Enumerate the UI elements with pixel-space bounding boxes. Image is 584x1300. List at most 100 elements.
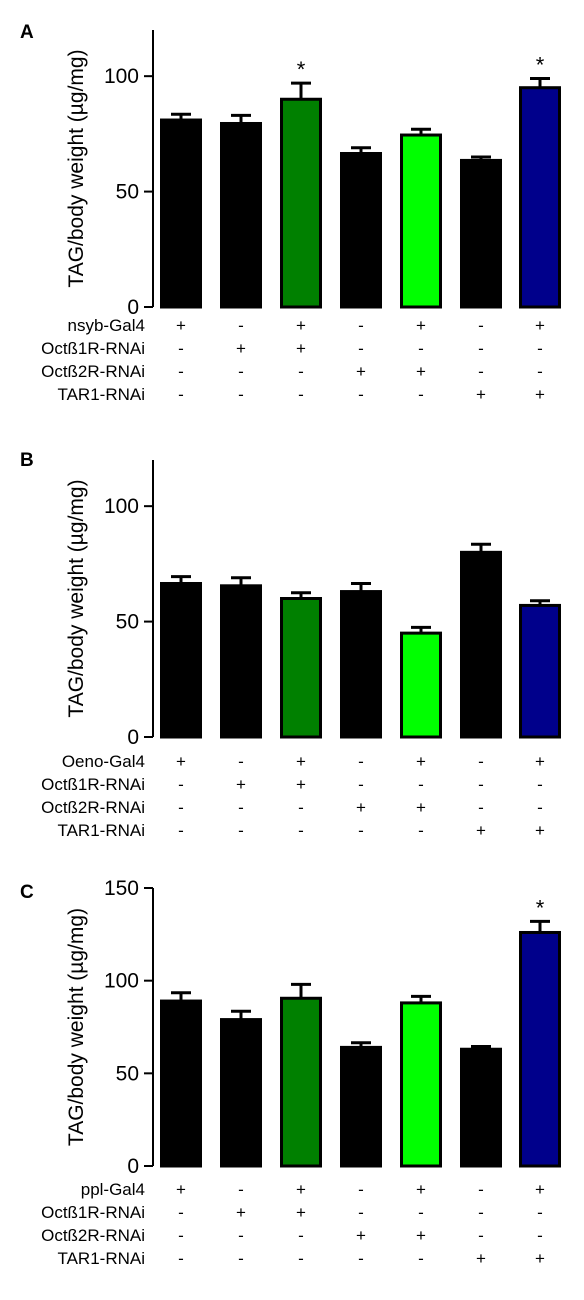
genotype-sign: - xyxy=(238,821,244,840)
genotype-sign: + xyxy=(535,316,545,335)
genotype-sign: + xyxy=(416,752,426,771)
genotype-sign: - xyxy=(238,362,244,381)
genotype-sign: - xyxy=(537,775,543,794)
y-axis-label: TAG/body weight (µg/mg) xyxy=(65,908,88,1146)
genotype-sign: - xyxy=(537,1226,543,1245)
genotype-sign: + xyxy=(296,1203,306,1222)
genotype-sign: - xyxy=(298,798,304,817)
genotype-sign: + xyxy=(476,385,486,404)
genotype-row-label: TAR1-RNAi xyxy=(57,385,145,404)
genotype-sign: - xyxy=(478,1203,484,1222)
genotype-row-label: Octß2R-RNAi xyxy=(41,362,145,381)
genotype-row-label: Octß1R-RNAi xyxy=(41,339,145,358)
bar xyxy=(519,86,561,309)
genotype-row-label: ppl-Gal4 xyxy=(81,1180,145,1199)
y-axis-label: TAG/body weight (µg/mg) xyxy=(65,479,88,717)
bar xyxy=(220,584,262,739)
bar xyxy=(220,1018,262,1168)
bar xyxy=(340,1045,382,1168)
genotype-sign: + xyxy=(416,1180,426,1199)
genotype-sign: + xyxy=(236,1203,246,1222)
genotype-row-label: TAR1-RNAi xyxy=(57,1249,145,1268)
genotype-sign: + xyxy=(535,821,545,840)
genotype-sign: - xyxy=(178,798,184,817)
genotype-row-label: Octß2R-RNAi xyxy=(41,1226,145,1245)
genotype-sign: - xyxy=(418,1249,424,1268)
genotype-sign: - xyxy=(298,362,304,381)
bar xyxy=(400,631,442,739)
genotype-sign: + xyxy=(176,1180,186,1199)
panel-letter: B xyxy=(20,450,34,471)
bar xyxy=(460,550,502,739)
bar xyxy=(340,590,382,739)
genotype-sign: - xyxy=(298,821,304,840)
bar xyxy=(460,158,502,309)
genotype-sign: - xyxy=(298,385,304,404)
genotype-sign: - xyxy=(178,1249,184,1268)
genotype-sign: - xyxy=(478,752,484,771)
genotype-sign: - xyxy=(358,1249,364,1268)
genotype-sign: - xyxy=(537,798,543,817)
genotype-sign: - xyxy=(537,339,543,358)
genotype-sign: + xyxy=(535,1249,545,1268)
bar xyxy=(519,603,561,739)
genotype-sign: - xyxy=(238,752,244,771)
genotype-sign: - xyxy=(478,316,484,335)
genotype-sign: - xyxy=(178,1203,184,1222)
bar xyxy=(160,118,202,309)
genotype-sign: - xyxy=(238,1226,244,1245)
genotype-sign: + xyxy=(535,1180,545,1199)
y-tick-label: 100 xyxy=(104,970,139,993)
genotype-sign: + xyxy=(296,775,306,794)
genotype-sign: + xyxy=(356,798,366,817)
genotype-sign: - xyxy=(358,339,364,358)
genotype-sign: + xyxy=(296,1180,306,1199)
significance-marker: * xyxy=(536,895,545,920)
bar xyxy=(400,133,442,309)
genotype-sign: - xyxy=(178,775,184,794)
panel-letter: A xyxy=(20,22,34,43)
y-tick-label: 150 xyxy=(104,877,139,900)
bar xyxy=(340,151,382,309)
genotype-sign: + xyxy=(535,752,545,771)
genotype-sign: - xyxy=(478,1180,484,1199)
genotype-sign: - xyxy=(537,362,543,381)
genotype-sign: - xyxy=(478,339,484,358)
genotype-sign: + xyxy=(356,1226,366,1245)
y-tick-label: 50 xyxy=(116,181,139,204)
genotype-sign: + xyxy=(176,752,186,771)
genotype-row-label: nsyb-Gal4 xyxy=(68,316,145,335)
genotype-sign: - xyxy=(178,821,184,840)
genotype-sign: - xyxy=(238,798,244,817)
genotype-sign: + xyxy=(176,316,186,335)
bar xyxy=(280,97,322,309)
genotype-sign: + xyxy=(476,821,486,840)
genotype-row-label: Octß1R-RNAi xyxy=(41,775,145,794)
genotype-sign: - xyxy=(178,1226,184,1245)
genotype-sign: + xyxy=(416,362,426,381)
genotype-sign: - xyxy=(238,385,244,404)
bar xyxy=(280,597,322,739)
genotype-sign: + xyxy=(296,339,306,358)
genotype-sign: - xyxy=(178,339,184,358)
genotype-sign: - xyxy=(537,1203,543,1222)
significance-marker: * xyxy=(297,57,306,82)
genotype-sign: - xyxy=(178,385,184,404)
genotype-sign: - xyxy=(358,316,364,335)
genotype-sign: + xyxy=(356,362,366,381)
genotype-sign: - xyxy=(298,1226,304,1245)
genotype-sign: - xyxy=(238,1180,244,1199)
genotype-sign: - xyxy=(478,1226,484,1245)
genotype-row-label: Octß2R-RNAi xyxy=(41,798,145,817)
genotype-sign: - xyxy=(418,385,424,404)
genotype-sign: - xyxy=(478,775,484,794)
bar xyxy=(400,1001,442,1168)
genotype-row-label: TAR1-RNAi xyxy=(57,821,145,840)
y-tick-label: 0 xyxy=(127,1155,139,1178)
genotype-sign: + xyxy=(535,385,545,404)
genotype-row-label: Oeno-Gal4 xyxy=(62,752,145,771)
genotype-sign: + xyxy=(296,316,306,335)
y-tick-label: 0 xyxy=(127,726,139,749)
bar xyxy=(220,121,262,309)
